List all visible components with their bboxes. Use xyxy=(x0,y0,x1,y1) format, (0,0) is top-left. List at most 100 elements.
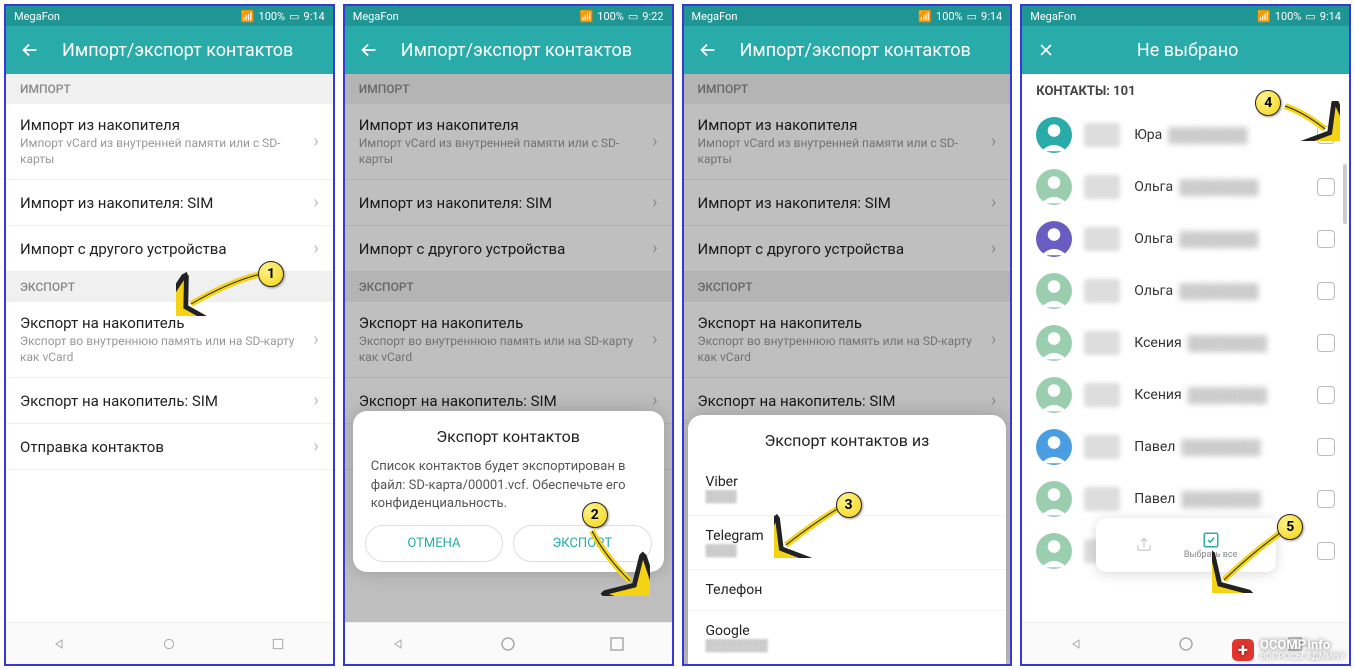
contact-name: Павел ████████ xyxy=(1084,487,1317,511)
nav-back-icon[interactable] xyxy=(50,634,70,654)
contact-thumb xyxy=(1084,175,1120,199)
phone-screen-2: MegaFon 📶100%▭9:22 Импорт/экспорт контак… xyxy=(343,4,674,666)
item-subtitle: Импорт vCard из внутренней памяти или с … xyxy=(20,136,313,167)
contact-row[interactable]: Павел ████████ xyxy=(1022,421,1349,473)
modal-title: Экспорт контактов из xyxy=(688,431,1007,450)
screen-header: Не выбрано xyxy=(1022,26,1349,74)
content: КОНТАКТЫ: 101 Юра ████████ Ольга ███████… xyxy=(1022,74,1349,622)
nav-recent-icon[interactable] xyxy=(607,634,627,654)
contact-row[interactable]: Ксения ████████ xyxy=(1022,369,1349,421)
avatar-icon xyxy=(1036,481,1072,517)
chevron-right-icon: › xyxy=(313,329,318,350)
screen-header: Импорт/экспорт контактов xyxy=(345,26,672,74)
contact-name: Ксения ████████ xyxy=(1084,383,1317,407)
nav-home-icon[interactable] xyxy=(159,634,179,654)
select-all-button[interactable]: Выбрать все xyxy=(1184,530,1237,560)
select-all-bar: Выбрать все xyxy=(1096,518,1276,572)
status-bar: MegaFon 📶100%▭9:14 xyxy=(1022,6,1349,26)
back-icon[interactable] xyxy=(357,38,381,62)
contact-thumb xyxy=(1084,487,1120,511)
contact-name: Юра ████████ xyxy=(1084,123,1317,147)
content: ИМПОРТ Импорт из накопителя Импорт vCard… xyxy=(6,74,333,622)
chevron-right-icon: › xyxy=(313,192,318,213)
clock: 9:14 xyxy=(304,10,325,23)
battery-label: 100% xyxy=(259,10,286,23)
source-option-phone[interactable]: Телефон xyxy=(688,570,1007,611)
nav-bar xyxy=(6,622,333,664)
chevron-right-icon: › xyxy=(313,436,318,457)
contact-checkbox[interactable] xyxy=(1317,230,1335,248)
avatar-icon xyxy=(1036,169,1072,205)
nav-back-icon[interactable] xyxy=(389,634,409,654)
phone-screen-3: MegaFon 📶100%▭9:14 Импорт/экспорт контак… xyxy=(682,4,1013,666)
close-icon[interactable] xyxy=(1034,38,1058,62)
source-option-telegram[interactable]: Telegram████ xyxy=(688,516,1007,570)
contact-checkbox[interactable] xyxy=(1317,490,1335,508)
item-export-sim[interactable]: Экспорт на накопитель: SIM › xyxy=(6,378,333,424)
section-import: ИМПОРТ xyxy=(6,74,333,104)
scrollbar[interactable] xyxy=(1343,164,1347,224)
modal-title: Экспорт контактов xyxy=(353,427,664,446)
contact-checkbox[interactable] xyxy=(1317,178,1335,196)
avatar-icon xyxy=(1036,273,1072,309)
avatar-icon xyxy=(1036,377,1072,413)
contact-row[interactable]: Ольга ████████ xyxy=(1022,213,1349,265)
nav-home-icon[interactable] xyxy=(1176,634,1196,654)
plus-icon: + xyxy=(1232,639,1254,661)
network-icon: 📶 xyxy=(241,10,255,23)
contact-name: Ольга ████████ xyxy=(1084,279,1317,303)
avatar-icon xyxy=(1036,117,1072,153)
back-icon[interactable] xyxy=(18,38,42,62)
item-title: Импорт из накопителя xyxy=(20,116,313,134)
cancel-button[interactable]: ОТМЕНА xyxy=(365,525,503,562)
contact-checkbox[interactable] xyxy=(1317,438,1335,456)
contact-thumb xyxy=(1084,123,1120,147)
marker-3: 3 xyxy=(836,492,862,518)
contact-checkbox[interactable] xyxy=(1317,334,1335,352)
phone-screen-4: MegaFon 📶100%▭9:14 Не выбрано КОНТАКТЫ: … xyxy=(1020,4,1351,666)
status-right: 📶 100% ▭ 9:14 xyxy=(241,10,325,23)
contact-checkbox[interactable] xyxy=(1317,282,1335,300)
contact-name: Ольга ████████ xyxy=(1084,227,1317,251)
avatar-icon xyxy=(1036,325,1072,361)
watermark: + OCOMP.info ВОПРОСЫ АДМИНУ xyxy=(1232,639,1345,662)
battery-icon: ▭ xyxy=(289,10,299,23)
item-send-contacts[interactable]: Отправка контактов › xyxy=(6,424,333,470)
source-option-google[interactable]: Google████████ xyxy=(688,611,1007,664)
export-source-modal: Экспорт контактов из Viber████ Telegram█… xyxy=(688,415,1007,664)
contact-thumb xyxy=(1084,331,1120,355)
item-export-storage[interactable]: Экспорт на накопитель Экспорт во внутрен… xyxy=(6,302,333,378)
contact-row[interactable]: Ольга ████████ xyxy=(1022,161,1349,213)
screen-header: Импорт/экспорт контактов xyxy=(684,26,1011,74)
item-import-device[interactable]: Импорт с другого устройства › xyxy=(6,226,333,272)
export-button[interactable]: ЭКСПОРТ xyxy=(513,525,651,562)
nav-back-icon[interactable] xyxy=(1067,634,1087,654)
share-button[interactable] xyxy=(1134,535,1154,555)
contact-row[interactable]: Ксения ████████ xyxy=(1022,317,1349,369)
status-bar: MegaFon 📶100%▭9:14 xyxy=(684,6,1011,26)
modal-body: Список контактов будет экспортирован в ф… xyxy=(353,458,664,525)
chevron-right-icon: › xyxy=(313,238,318,259)
contact-thumb xyxy=(1084,227,1120,251)
share-icon xyxy=(1134,535,1154,555)
contact-checkbox[interactable] xyxy=(1317,126,1335,144)
contact-thumb xyxy=(1084,279,1120,303)
content: ИМПОРТ Импорт из накопителяИмпорт vCard … xyxy=(345,74,672,622)
carrier-label: MegaFon xyxy=(14,10,60,23)
marker-1: 1 xyxy=(258,261,284,287)
nav-home-icon[interactable] xyxy=(498,634,518,654)
item-import-storage[interactable]: Импорт из накопителя Импорт vCard из вну… xyxy=(6,104,333,180)
chevron-right-icon: › xyxy=(313,390,318,411)
contact-checkbox[interactable] xyxy=(1317,386,1335,404)
watermark-sub: ВОПРОСЫ АДМИНУ xyxy=(1260,653,1345,662)
item-import-sim[interactable]: Импорт из накопителя: SIM › xyxy=(6,180,333,226)
contact-name: Ксения ████████ xyxy=(1084,331,1317,355)
nav-recent-icon[interactable] xyxy=(268,634,288,654)
nav-bar xyxy=(345,622,672,664)
contact-checkbox[interactable] xyxy=(1317,542,1335,560)
contact-row[interactable]: Юра ████████ xyxy=(1022,109,1349,161)
back-icon[interactable] xyxy=(696,38,720,62)
phone-screen-1: MegaFon 📶 100% ▭ 9:14 Импорт/экспорт кон… xyxy=(4,4,335,666)
contact-row[interactable]: Ольга ████████ xyxy=(1022,265,1349,317)
contact-thumb xyxy=(1084,435,1120,459)
